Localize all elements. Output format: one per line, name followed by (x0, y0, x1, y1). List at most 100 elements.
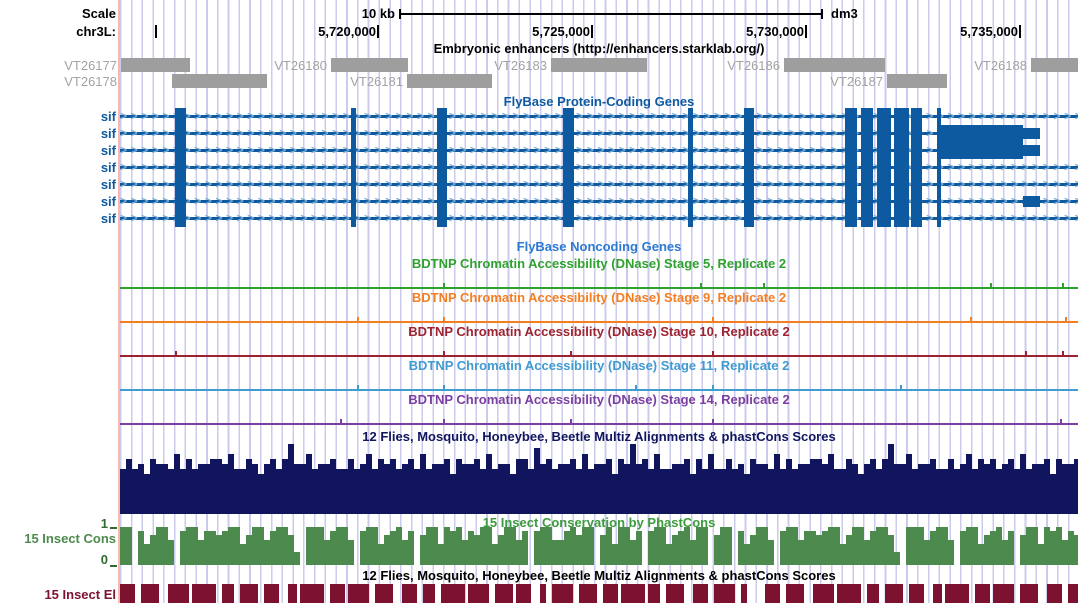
enhancer-label[interactable]: VT26178 (64, 74, 117, 89)
exon-block (911, 193, 922, 210)
phastcons-wiggle[interactable] (120, 527, 1078, 565)
gene-name-label[interactable]: sif (100, 126, 116, 141)
wiggle-bar (426, 469, 432, 514)
exon-block (894, 159, 909, 176)
wiggle-bar (1002, 540, 1008, 565)
gene-name-label[interactable]: sif (100, 109, 116, 124)
wiggle-bar (786, 527, 792, 565)
exon-block (937, 176, 941, 193)
enhancer-label[interactable]: VT26188 (974, 58, 1027, 73)
gene-isoform-row[interactable]: >>>>>>>>>>>>>>>>>>>>>>>>>>>>>>>>>>>>>>>>… (120, 125, 1078, 142)
wiggle-bar (1038, 464, 1044, 514)
exon-block (861, 159, 873, 176)
wiggle-bar (870, 458, 876, 514)
conserved-element-block (300, 584, 324, 603)
bdtnp-signal-spike (712, 317, 714, 323)
gene-name-label[interactable]: sif (100, 160, 116, 175)
exon-block (437, 125, 447, 142)
bdtnp-signal-spike (970, 317, 972, 323)
enhancer-label[interactable]: VT26183 (494, 58, 547, 73)
wiggle-bar (744, 474, 750, 514)
conserved-elements-track[interactable] (120, 584, 1078, 603)
bdtnp-signal-spike (1060, 419, 1062, 425)
wiggle-bar (138, 531, 144, 565)
gene-isoform-row[interactable]: >>>>>>>>>>>>>>>>>>>>>>>>>>>>>>>>>>>>>>>>… (120, 108, 1078, 125)
gene-isoform-row[interactable]: >>>>>>>>>>>>>>>>>>>>>>>>>>>>>>>>>>>>>>>>… (120, 176, 1078, 193)
enhancer-label[interactable]: VT26177 (64, 58, 117, 73)
enhancer-label[interactable]: VT26180 (274, 58, 327, 73)
bdtnp-signal-spike (712, 419, 714, 425)
bdtnp-track-title: BDTNP Chromatin Accessibility (DNase) St… (408, 358, 790, 373)
ruler-tick-mark (591, 25, 593, 38)
wiggle-bar (264, 464, 270, 514)
wiggle-bar (132, 469, 138, 514)
wiggle-bar (420, 453, 426, 514)
wiggle-bar (534, 448, 540, 514)
wiggle-bar (936, 527, 942, 565)
wiggle-bar (666, 469, 672, 514)
wiggle-bar (264, 540, 270, 565)
bdtnp-baseline[interactable] (120, 355, 1078, 357)
wiggle-bar (360, 464, 366, 514)
bdtnp-baseline[interactable] (120, 321, 1078, 323)
exon-block (911, 142, 922, 159)
multiz-conservation-wiggle[interactable] (120, 444, 1078, 514)
wiggle-bar (618, 527, 624, 565)
exon-block (175, 125, 186, 142)
gene-name-label[interactable]: sif (100, 177, 116, 192)
gene-isoform-row[interactable]: >>>>>>>>>>>>>>>>>>>>>>>>>>>>>>>>>>>>>>>>… (120, 159, 1078, 176)
bdtnp-baseline[interactable] (120, 423, 1078, 425)
phastcons-track-title: 15 Insect Conservation by PhastCons (482, 515, 716, 530)
enhancer-box[interactable] (784, 58, 885, 72)
enhancer-label[interactable]: VT26181 (350, 74, 403, 89)
wiggle-bar (486, 453, 492, 514)
bdtnp-baseline[interactable] (120, 389, 1078, 391)
gene-isoform-row[interactable]: >>>>>>>>>>>>>>>>>>>>>>>>>>>>>>>>>>>>>>>>… (120, 142, 1078, 159)
bdtnp-track-title: BDTNP Chromatin Accessibility (DNase) St… (408, 324, 790, 339)
enhancer-box[interactable] (1031, 58, 1078, 72)
enhancer-box[interactable] (887, 74, 947, 88)
gene-name-label[interactable]: sif (100, 211, 116, 226)
wiggle-bar (246, 535, 252, 565)
exon-block (845, 176, 857, 193)
wiggle-bar (138, 464, 144, 514)
enhancer-box[interactable] (407, 74, 492, 88)
wiggle-bar (798, 464, 804, 514)
conserved-element-block (540, 584, 546, 603)
phastcons-left-label[interactable]: 15 Insect Cons (24, 531, 116, 546)
gene-isoform-row[interactable]: >>>>>>>>>>>>>>>>>>>>>>>>>>>>>>>>>>>>>>>>… (120, 193, 1078, 210)
gene-isoform-row[interactable]: >>>>>>>>>>>>>>>>>>>>>>>>>>>>>>>>>>>>>>>>… (120, 210, 1078, 227)
wiggle-bar (270, 458, 276, 514)
wiggle-bar (1002, 464, 1008, 514)
wiggle-bar (288, 535, 294, 565)
bdtnp-signal-spike (712, 385, 714, 391)
assembly-label: dm3 (831, 6, 858, 21)
wiggle-bar (444, 527, 450, 565)
conserved-element-block (441, 584, 465, 603)
gene-intron-line (120, 183, 1078, 186)
wiggle-bar (786, 458, 792, 514)
bdtnp-baseline[interactable] (120, 287, 1078, 289)
conserved-element-block (813, 584, 834, 603)
enhancer-box[interactable] (121, 58, 190, 72)
exon-block (845, 125, 857, 142)
exon-block (437, 108, 447, 125)
wiggle-bar (408, 531, 414, 565)
elements-track-title: 12 Flies, Mosquito, Honeybee, Beetle Mul… (362, 568, 836, 583)
enhancer-box[interactable] (551, 58, 647, 72)
exon-block (688, 142, 693, 159)
enhancer-box[interactable] (331, 58, 408, 72)
enhancer-label[interactable]: VT26186 (727, 58, 780, 73)
enhancer-label[interactable]: VT26187 (830, 74, 883, 89)
exon-block (688, 108, 693, 125)
gene-intron-line (120, 149, 1040, 152)
wiggle-bar (336, 527, 342, 565)
gene-name-label[interactable]: sif (100, 194, 116, 209)
wiggle-bar (852, 464, 858, 514)
wiggle-bar (768, 540, 774, 565)
elements-left-label[interactable]: 15 Insect El (44, 587, 116, 602)
gene-name-label[interactable]: sif (100, 143, 116, 158)
wiggle-bar (918, 464, 924, 514)
enhancer-box[interactable] (172, 74, 267, 88)
